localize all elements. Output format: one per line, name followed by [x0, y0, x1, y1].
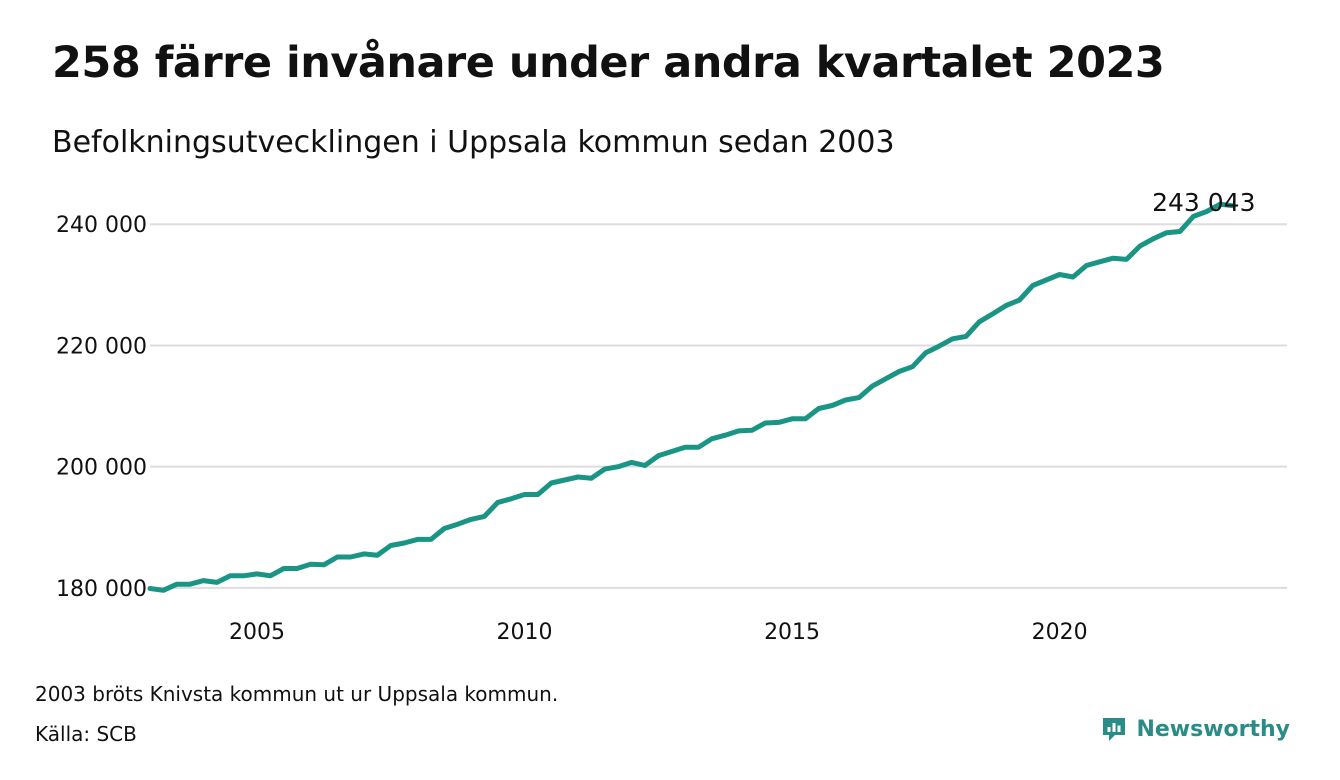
x-tick-label: 2010	[497, 620, 553, 645]
x-tick-label: 2020	[1032, 620, 1088, 645]
source-credit: Källa: SCB	[35, 722, 137, 746]
newsworthy-logo-icon	[1103, 718, 1126, 741]
y-tick-label: 240 000	[56, 213, 147, 238]
line-chart: 180 000 200 000 220 000 240 000 2005 2010 201…	[56, 188, 1287, 645]
end-value-label: 243 043	[1152, 188, 1255, 217]
footnote: 2003 bröts Knivsta kommun ut ur Uppsala …	[35, 682, 559, 706]
newsworthy-logo: Newsworthy	[1100, 715, 1290, 743]
chart-title: 258 färre invånare under andra kvartalet…	[52, 38, 1165, 88]
chart-subtitle: Befolkningsutvecklingen i Uppsala kommun…	[52, 125, 895, 160]
y-tick-label: 200 000	[56, 456, 147, 481]
x-tick-label: 2015	[764, 620, 820, 645]
y-tick-label: 220 000	[56, 334, 147, 359]
series-line	[147, 201, 1236, 593]
brand-name: Newsworthy	[1136, 716, 1290, 742]
end-label-leader	[1232, 193, 1235, 204]
y-tick-label: 180 000	[56, 577, 147, 602]
x-tick-label: 2005	[229, 620, 285, 645]
